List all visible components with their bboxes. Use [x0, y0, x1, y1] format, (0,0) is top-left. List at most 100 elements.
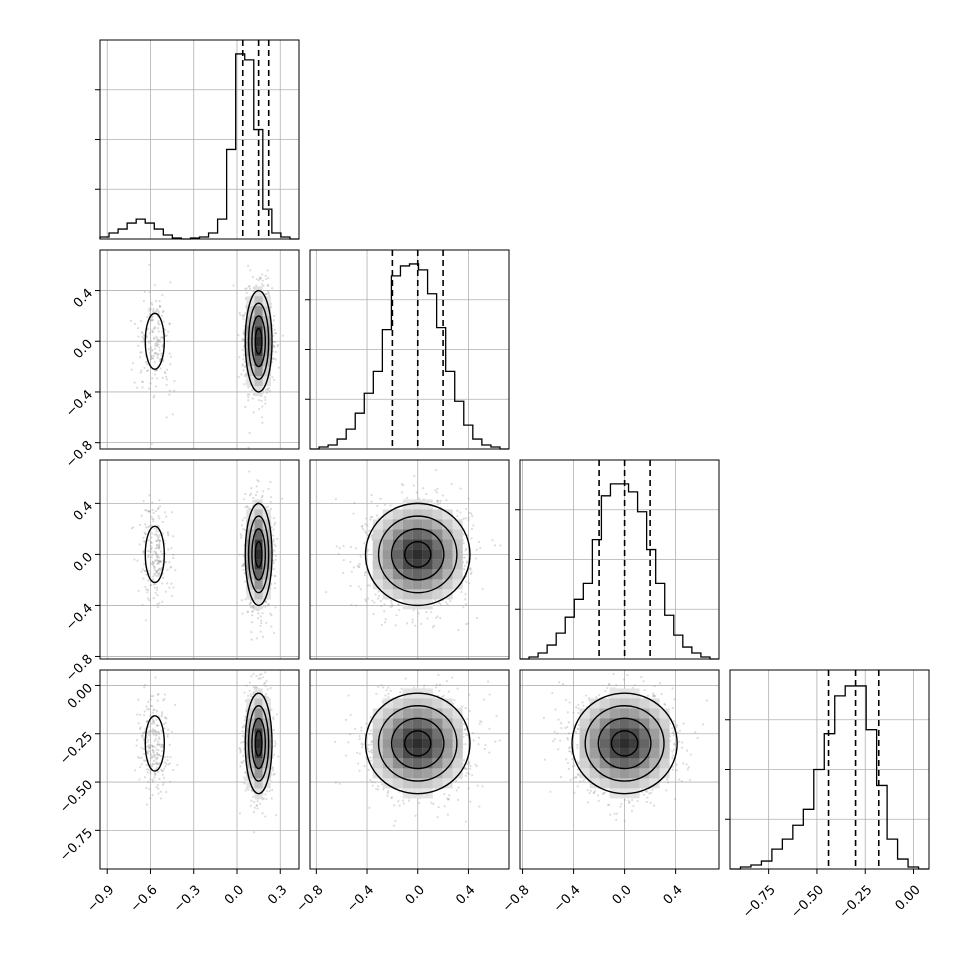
- scatter-point: [165, 378, 169, 381]
- density-cell: [254, 559, 263, 570]
- density-cell: [382, 559, 393, 570]
- scatter-point: [400, 491, 404, 494]
- scatter-point: [154, 559, 157, 563]
- scatter-point: [366, 549, 370, 552]
- scatter-point: [160, 314, 164, 317]
- scatter-point: [248, 507, 251, 510]
- scatter-point: [139, 523, 142, 526]
- scatter-point: [147, 738, 150, 741]
- scatter-point: [264, 681, 267, 685]
- scatter-point: [163, 767, 166, 770]
- scatter-point: [149, 545, 152, 548]
- scatter-point: [377, 590, 380, 593]
- scatter-point: [165, 375, 168, 379]
- scatter-point: [265, 679, 268, 683]
- scatter-point: [152, 307, 155, 311]
- scatter-point: [250, 599, 253, 602]
- scatter-point: [470, 512, 473, 515]
- scatter-point: [434, 599, 437, 602]
- scatter-point: [342, 558, 345, 562]
- scatter-point: [155, 588, 159, 591]
- scatter-point: [272, 559, 275, 562]
- scatter-point: [154, 352, 157, 355]
- scatter-point: [151, 330, 155, 333]
- scatter-point: [155, 731, 158, 734]
- scatter-point: [156, 524, 159, 527]
- scatter-point: [436, 502, 440, 506]
- scatter-point: [159, 560, 163, 563]
- scatter-point: [169, 566, 172, 569]
- scatter-point: [242, 563, 245, 566]
- density-cell: [442, 509, 453, 520]
- scatter-point: [239, 536, 243, 539]
- scatter-point: [334, 498, 337, 501]
- scatter-point: [157, 748, 160, 752]
- scatter-point: [142, 536, 145, 539]
- scatter-point: [246, 505, 249, 508]
- scatter-point: [140, 351, 143, 354]
- density-cell: [372, 519, 383, 530]
- scatter-point: [264, 600, 268, 603]
- scatter-panel-3-0: [95, 669, 300, 874]
- scatter-point: [462, 517, 465, 520]
- scatter-point: [377, 595, 381, 598]
- scatter-point: [248, 689, 251, 693]
- density-3-0: [133, 670, 280, 834]
- density-cell: [262, 559, 271, 570]
- scatter-point: [390, 602, 393, 605]
- density-cell: [412, 599, 423, 610]
- scatter-point: [281, 497, 284, 500]
- scatter-point: [158, 567, 161, 570]
- scatter-point: [152, 337, 156, 340]
- scatter-point: [138, 543, 141, 546]
- scatter-point: [248, 494, 252, 497]
- scatter-point: [145, 588, 148, 591]
- scatter-point: [372, 612, 375, 616]
- scatter-point: [370, 500, 373, 503]
- scatter-point: [397, 603, 400, 607]
- scatter-point: [154, 385, 158, 388]
- scatter-point: [148, 309, 151, 312]
- scatter-point: [142, 752, 146, 756]
- scatter-point: [411, 618, 414, 621]
- scatter-point: [246, 610, 250, 613]
- scatter-point: [249, 601, 252, 604]
- scatter-point: [273, 328, 276, 331]
- density-cell: [452, 539, 463, 550]
- scatter-point: [147, 510, 150, 513]
- scatter-point: [148, 746, 151, 749]
- scatter-point: [255, 686, 259, 689]
- scatter-point: [147, 731, 150, 734]
- density-cell: [254, 579, 263, 590]
- scatter-point: [272, 516, 276, 520]
- scatter-point: [158, 539, 162, 542]
- scatter-point: [255, 284, 258, 287]
- density-cell: [254, 296, 263, 307]
- scatter-point: [439, 616, 442, 620]
- scatter-point: [139, 371, 142, 374]
- scatter-point: [168, 352, 171, 355]
- density-cell: [254, 509, 263, 520]
- scatter-point: [133, 558, 136, 561]
- scatter-point: [241, 363, 244, 366]
- scatter-point: [247, 399, 250, 402]
- density-cell: [412, 569, 423, 580]
- scatter-point: [155, 543, 159, 546]
- scatter-point: [361, 524, 364, 528]
- scatter-point: [481, 587, 484, 590]
- scatter-point: [417, 497, 420, 500]
- scatter-point: [133, 381, 136, 384]
- scatter-point: [153, 771, 156, 774]
- density-cell: [402, 559, 413, 570]
- scatter-point: [266, 269, 269, 272]
- scatter-point: [441, 494, 444, 497]
- scatter-point: [142, 333, 145, 336]
- scatter-point: [266, 289, 269, 292]
- scatter-point: [251, 397, 255, 400]
- scatter-point: [465, 580, 468, 583]
- scatter-point: [164, 561, 167, 564]
- scatter-point: [464, 549, 467, 552]
- scatter-point: [144, 585, 147, 588]
- scatter-point: [244, 287, 247, 290]
- scatter-point: [148, 494, 151, 497]
